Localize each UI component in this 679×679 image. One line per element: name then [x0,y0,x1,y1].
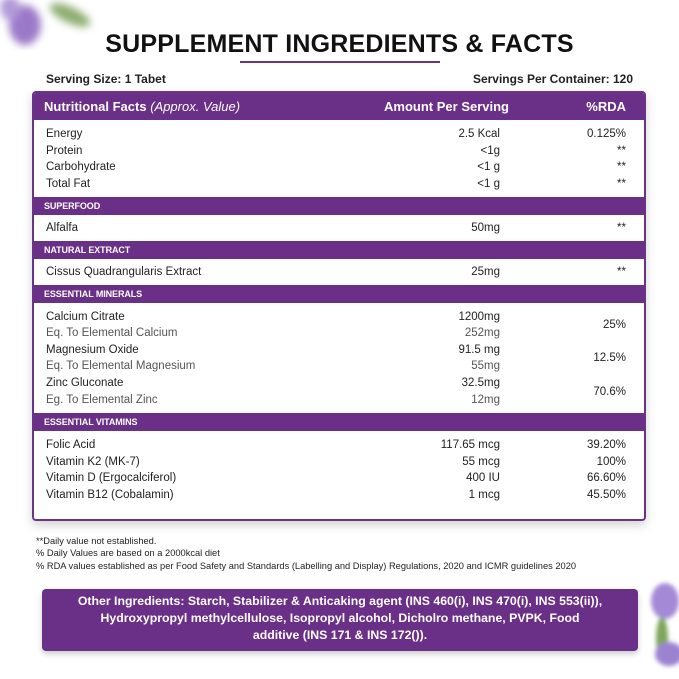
table-row: Total Fat <1 g ** [46,177,626,190]
other-ingredients-box: Other Ingredients: Starch, Stabilizer & … [42,589,638,651]
serving-size: Serving Size: 1 Tabet [46,72,166,86]
table-row: Cissus Quadrangularis Extract 25mg ** [46,265,626,278]
footnote: % Daily Values are based on a 2000kcal d… [36,548,220,559]
mineral-group: Calcium Citrate 1200mg Eq. To Elemental … [34,309,644,342]
mineral-group: Zinc Gluconate 32.5mg Eg. To Elemental Z… [34,375,644,408]
table-row: Folic Acid 117.65 mcg 39.20% [46,439,626,452]
servings-per-container: Servings Per Container: 120 [472,72,633,86]
footnote: % RDA values established as per Food Saf… [36,560,577,571]
table-row: Eq. To Elemental Calcium 252mg [46,327,500,340]
header-amount-per-serving: Amount Per Serving [384,99,509,114]
section-essential-vitamins: ESSENTIAL VITAMINS [34,413,644,432]
table-row: Eq. To Elemental Magnesium 55mg [46,360,500,373]
table-row: Vitamin B12 (Cobalamin) 1 mcg 45.50% [46,488,626,501]
lavender-flower-decoration [651,583,679,666]
basic-nutrients: Energy 2.5 Kcal 0.125% Protein <1g ** Ca… [34,120,644,197]
table-row: Zinc Gluconate 32.5mg [46,376,500,389]
table-row: Magnesium Oxide 91.5 mg [46,343,500,356]
table-row: Calcium Citrate 1200mg [46,310,500,323]
section-essential-minerals: ESSENTIAL MINERALS [34,284,644,303]
page-title: SUPPLEMENT INGREDIENTS & FACTS [105,30,574,58]
footnotes: **Daily value not established. % Daily V… [36,535,576,572]
supplement-facts-table: Nutritional Facts (Approx. Value) Amount… [32,91,646,521]
header-rda: %RDA [586,99,626,114]
table-row: Alfalfa 50mg ** [46,222,626,235]
table-row: Energy 2.5 Kcal 0.125% [46,128,626,140]
table-row: Vitamin D (Ergocalciferol) 400 IU 66.60% [46,472,626,485]
table-row: Protein <1g ** [46,144,626,157]
lavender-flower-decoration [0,0,91,45]
table-row: Carbohydrate <1 g ** [46,161,626,174]
section-superfood: SUPERFOOD [34,197,644,216]
table-row: Eg. To Elemental Zinc 12mg [46,393,500,406]
mineral-group: Magnesium Oxide 91.5 mg Eq. To Elemental… [34,342,644,375]
table-row: Vitamin K2 (MK-7) 55 mcg 100% [46,455,626,468]
title-underline [240,61,440,63]
header-nutritional-facts: Nutritional Facts (Approx. Value) [44,99,241,114]
section-natural-extract: NATURAL EXTRACT [34,240,644,259]
table-header: Nutritional Facts (Approx. Value) Amount… [34,93,644,120]
footnote: **Daily value not established. [36,536,157,546]
